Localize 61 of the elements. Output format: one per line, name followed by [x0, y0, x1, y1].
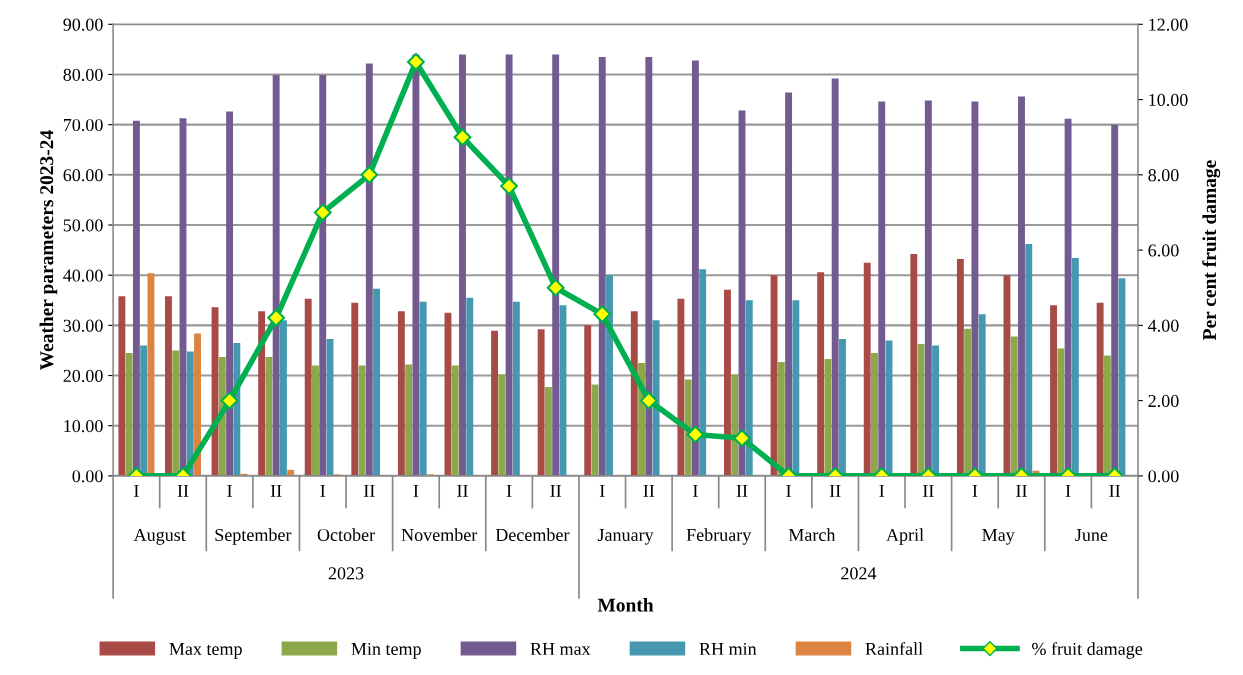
legend-label: Max temp — [169, 643, 242, 659]
x-tick-label: I — [879, 484, 885, 497]
x-tick-label: II — [270, 484, 282, 497]
x-tick-label: I — [134, 484, 139, 497]
legend-label: Min temp — [351, 642, 421, 659]
text: March — [788, 528, 836, 542]
text: Month — [597, 598, 654, 612]
text: September — [215, 528, 292, 545]
x-tick-label: II — [1109, 484, 1121, 497]
text: December — [495, 528, 570, 542]
y-tick-label: 90.00 — [63, 18, 103, 31]
y-tick-label: 30.00 — [63, 319, 103, 332]
x-tick-label: II — [363, 484, 375, 497]
text: February — [686, 528, 752, 545]
x-tick-label: I — [786, 484, 791, 497]
y2-tick-label: 6.00 — [1148, 244, 1179, 257]
x-tick-label: I — [1065, 484, 1071, 497]
y2-tick-label: 2.00 — [1148, 394, 1179, 408]
x-tick-label: II — [829, 484, 841, 497]
legend-label: Rainfall — [865, 642, 923, 656]
legend-label: RH max — [530, 643, 591, 656]
text: November — [401, 528, 478, 542]
text: May — [982, 528, 1015, 545]
text: October — [317, 528, 375, 542]
x-tick-label: I — [320, 484, 326, 497]
x-tick-label: II — [1016, 484, 1027, 497]
text: January — [597, 528, 654, 545]
text: June — [1075, 529, 1108, 542]
x-tick-label: II — [177, 484, 189, 497]
y-tick-label: 40.00 — [63, 269, 103, 282]
x-tick-label: II — [457, 484, 468, 497]
y-tick-label: 10.00 — [64, 419, 103, 433]
x-tick-label: II — [550, 484, 562, 497]
x-tick-label: I — [227, 484, 232, 497]
text: 2024 — [841, 567, 877, 580]
text: 2023 — [328, 567, 364, 580]
y-tick-label: 80.00 — [63, 68, 103, 81]
y-tick-label: 50.00 — [63, 219, 103, 232]
x-tick-label: I — [599, 484, 605, 497]
y2-axis-title: Per cent fruit damage — [1202, 160, 1221, 341]
text: April — [886, 528, 924, 545]
x-tick-label: I — [972, 484, 978, 497]
y2-tick-label: 4.00 — [1148, 319, 1179, 332]
y-tick-label: 20.00 — [63, 369, 103, 383]
y2-tick-label: 0.00 — [1148, 470, 1179, 483]
y2-tick-label: 10.00 — [1149, 93, 1188, 107]
x-tick-label: I — [693, 484, 698, 497]
y-axis-title: Weather parameters 2023-24 — [39, 130, 58, 371]
y2-tick-label: 12.00 — [1149, 18, 1188, 31]
x-tick-label: II — [922, 484, 934, 497]
y-tick-label: 70.00 — [63, 118, 103, 132]
y-tick-label: 60.00 — [63, 169, 103, 182]
legend-label: RH min — [699, 642, 757, 655]
legend-label: % fruit damage — [1032, 642, 1143, 659]
x-tick-label: II — [643, 484, 655, 497]
x-tick-label: II — [736, 484, 748, 497]
y-tick-label: 0.00 — [72, 470, 103, 483]
x-tick-label: I — [506, 484, 512, 497]
text: August — [133, 528, 186, 545]
x-tick-label: I — [413, 484, 419, 497]
y2-tick-label: 8.00 — [1148, 169, 1179, 182]
